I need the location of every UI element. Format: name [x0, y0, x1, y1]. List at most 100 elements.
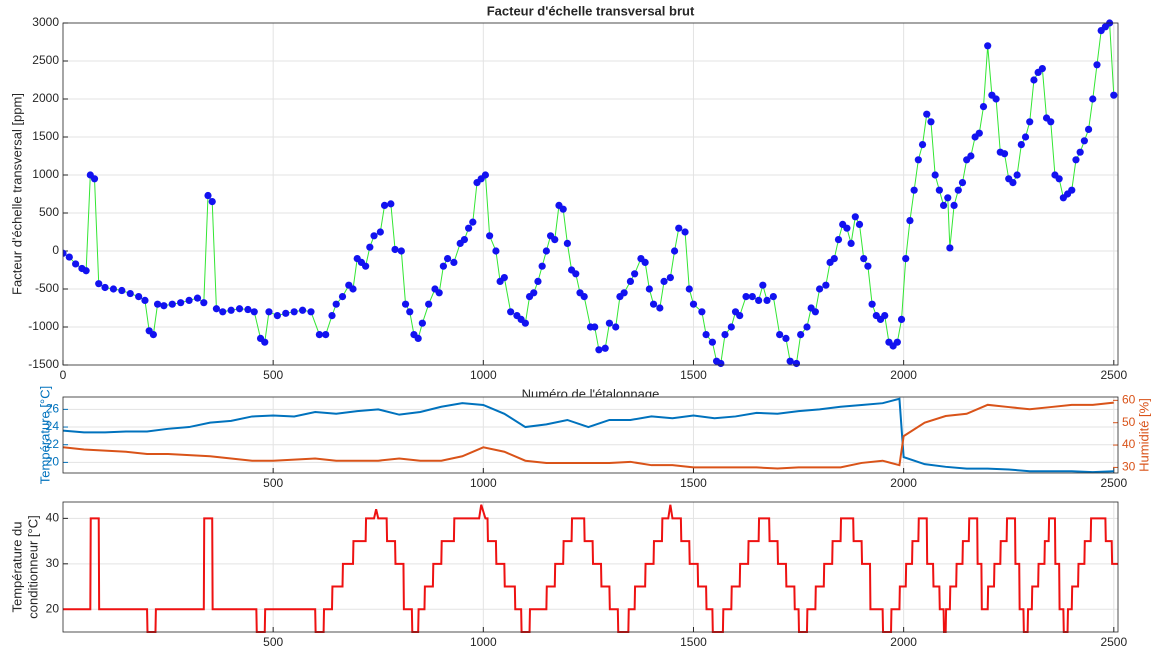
data-point: [910, 186, 918, 194]
data-point: [572, 270, 580, 278]
data-point: [530, 289, 538, 297]
data-point: [1055, 175, 1063, 183]
data-point: [656, 304, 664, 312]
data-point: [469, 218, 477, 226]
data-point: [362, 262, 370, 270]
data-point: [782, 334, 790, 342]
data-point: [1110, 91, 1118, 99]
data-point: [141, 296, 149, 304]
data-point: [200, 299, 208, 307]
data-point: [349, 285, 357, 293]
y2-axis-label: Humidité [%]: [1136, 398, 1151, 472]
y2-tick-label: 30: [1122, 460, 1136, 474]
data-point: [65, 253, 73, 261]
data-point: [1068, 186, 1076, 194]
data-point: [1009, 179, 1017, 187]
data-point: [425, 300, 433, 308]
data-point: [591, 323, 599, 331]
data-point: [414, 334, 422, 342]
data-point: [208, 198, 216, 206]
data-point: [776, 331, 784, 339]
y-tick-label: 22: [46, 437, 60, 451]
y2-tick-label: 40: [1122, 437, 1136, 451]
data-point: [153, 300, 162, 308]
y-tick-label: 1000: [32, 167, 59, 181]
y-tick-label: -1500: [28, 357, 59, 371]
data-point: [681, 228, 689, 236]
y-tick-label: 24: [46, 419, 60, 433]
y-tick-label: 500: [39, 205, 59, 219]
data-point: [273, 312, 281, 320]
data-point: [881, 312, 889, 320]
data-point: [834, 236, 843, 244]
data-point: [1072, 156, 1080, 164]
data-point: [1030, 76, 1038, 84]
data-point: [397, 247, 405, 255]
x-tick-label: 2000: [890, 476, 917, 490]
data-point: [620, 289, 628, 297]
data-point: [803, 323, 811, 331]
data-point: [235, 305, 244, 313]
y-tick-label: -1000: [28, 319, 59, 333]
data-point: [631, 270, 639, 278]
data-point: [563, 239, 571, 247]
x-tick-label: 500: [263, 368, 283, 382]
data-point: [698, 308, 706, 316]
data-point: [645, 285, 653, 293]
data-line: [63, 401, 1114, 470]
data-point: [307, 308, 315, 316]
data-point: [675, 224, 683, 232]
data-point: [1026, 118, 1034, 126]
axes-frame: [62, 396, 1119, 474]
data-point: [322, 331, 330, 339]
data-point: [90, 175, 99, 183]
data-point: [406, 308, 414, 316]
data-point: [748, 293, 756, 301]
data-point: [944, 194, 952, 202]
data-point: [380, 201, 389, 209]
data-point: [481, 171, 490, 179]
data-point: [135, 293, 143, 301]
data-point: [954, 186, 962, 194]
data-point: [149, 331, 157, 339]
data-point: [902, 255, 910, 263]
data-point: [851, 213, 859, 221]
data-point: [580, 293, 588, 301]
data-point: [822, 281, 830, 289]
y-tick-label: 20: [46, 601, 60, 615]
data-point: [1080, 137, 1088, 145]
data-point: [1076, 148, 1084, 156]
data-point: [786, 357, 794, 365]
data-point: [641, 258, 649, 266]
data-point: [931, 171, 939, 179]
subplot: 500 1000 1500 2000 2500 20 30 40 Température du c…: [9, 501, 1127, 649]
x-tick-label: 2000: [890, 635, 917, 649]
y2-tick-label: 50: [1122, 415, 1136, 429]
y2-tick-label: 60: [1122, 393, 1136, 407]
data-point: [244, 305, 252, 314]
data-point: [227, 306, 235, 314]
data-point: [855, 220, 864, 228]
data-point: [486, 232, 494, 240]
data-point: [967, 152, 975, 160]
data-point: [717, 359, 725, 368]
data-point: [265, 308, 273, 316]
x-tick-label: 500: [263, 476, 283, 490]
data-point: [843, 224, 851, 232]
data-point: [860, 255, 868, 263]
data-point: [815, 285, 824, 293]
data-point: [914, 156, 922, 164]
data-point: [332, 300, 340, 308]
data-point: [626, 277, 635, 285]
data-point: [542, 247, 550, 255]
x-tick-label: 1500: [680, 635, 707, 649]
x-tick-label: 1500: [680, 368, 707, 382]
data-point: [763, 296, 771, 304]
y-axis-label: Température du: [9, 521, 24, 612]
data-point: [792, 359, 801, 368]
data-point: [742, 293, 750, 301]
data-point: [759, 281, 767, 289]
data-point: [439, 262, 447, 270]
data-point: [755, 296, 763, 304]
data-point: [168, 300, 176, 308]
